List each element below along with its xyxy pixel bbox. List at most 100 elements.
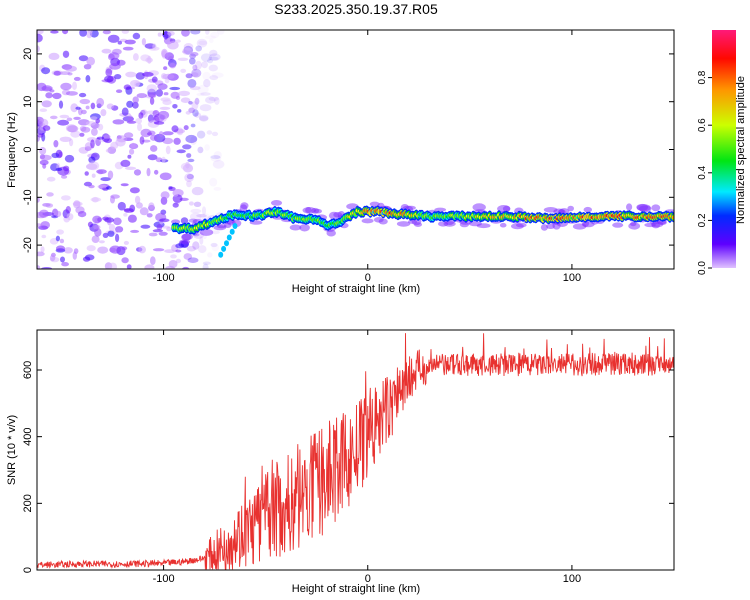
noise-blob	[138, 245, 146, 254]
noise-blob	[165, 145, 171, 155]
noise-blob	[109, 63, 121, 70]
noise-blob	[210, 242, 218, 248]
noise-blob	[190, 136, 198, 145]
noise-blob	[190, 72, 199, 77]
noise-blob	[91, 173, 96, 178]
noise-blob	[56, 229, 64, 235]
noise-blob	[85, 121, 96, 126]
noise-blob	[40, 221, 50, 230]
noise-blob	[80, 126, 91, 133]
noise-blob	[210, 155, 221, 160]
noise-blob	[159, 218, 170, 223]
noise-blob	[181, 30, 190, 37]
y-tick-label: -20	[22, 237, 34, 253]
noise-blob	[191, 186, 204, 196]
noise-blob	[62, 50, 70, 58]
noise-blob	[194, 97, 200, 105]
ridge-halo-blob	[651, 204, 661, 212]
ridge-halo-blob	[239, 204, 248, 212]
noise-blob	[161, 73, 167, 80]
y-tick-label: 0	[22, 567, 34, 573]
noise-blob	[180, 162, 192, 171]
noise-blob	[213, 187, 222, 191]
noise-blob	[152, 110, 160, 117]
noise-blob	[65, 91, 78, 96]
noise-blob	[100, 109, 107, 117]
noise-blob	[92, 215, 102, 224]
noise-blob	[98, 240, 105, 244]
noise-blob	[153, 121, 165, 125]
noise-blob	[190, 86, 201, 91]
noise-blob	[87, 137, 97, 142]
noise-blob	[109, 245, 122, 254]
noise-blob	[157, 32, 162, 37]
noise-blob	[37, 33, 43, 43]
noise-blob	[102, 232, 109, 238]
noise-blob	[73, 76, 81, 81]
noise-blob	[190, 123, 196, 128]
noise-blob	[186, 174, 194, 180]
noise-blob	[187, 257, 199, 264]
noise-blob	[167, 31, 175, 36]
noise-blob	[124, 39, 136, 45]
noise-blob	[210, 31, 220, 39]
noise-blob	[67, 125, 79, 133]
noise-blob	[182, 266, 190, 269]
noise-blob	[75, 106, 81, 110]
noise-blob	[61, 262, 69, 267]
noise-blob	[185, 73, 193, 79]
noise-blob	[79, 92, 87, 98]
noise-blob	[191, 68, 202, 78]
noise-blob	[193, 201, 202, 207]
noise-blob	[102, 216, 109, 221]
noise-blob	[72, 81, 77, 91]
noise-blob	[183, 253, 193, 260]
noise-blob	[175, 249, 182, 253]
noise-blob	[186, 180, 192, 188]
noise-blob	[87, 161, 100, 171]
noise-blob	[73, 248, 79, 255]
noise-blob	[159, 172, 172, 181]
noise-blob	[175, 39, 181, 43]
noise-blob	[41, 100, 52, 108]
ridge-halo-blob	[499, 222, 507, 228]
noise-blob	[191, 101, 199, 110]
noise-blob	[197, 245, 207, 254]
noise-blob	[61, 195, 71, 201]
y-tick-label: 200	[22, 494, 34, 512]
noise-blob	[187, 79, 197, 88]
noise-blob	[85, 75, 91, 83]
noise-blob	[161, 156, 166, 163]
noise-blob	[108, 52, 120, 60]
noise-blob	[205, 30, 210, 35]
noise-blob	[199, 104, 212, 112]
noise-blob	[124, 132, 134, 139]
noise-blob	[37, 30, 44, 35]
noise-blob	[97, 246, 109, 254]
noise-blob	[91, 235, 100, 243]
noise-blob	[212, 159, 225, 169]
noise-blob	[96, 136, 105, 140]
noise-blob	[107, 230, 115, 237]
noise-blob	[37, 251, 45, 257]
noise-blob	[206, 130, 213, 135]
colorbar: 0.0 0.2 0.4 0.6 0.8 Normalized spectral ampl…	[697, 30, 747, 275]
noise-blob	[115, 226, 124, 233]
noise-blob	[208, 56, 219, 61]
noise-blob	[103, 134, 111, 140]
noise-blob	[50, 115, 58, 120]
ridge-halo-blob	[516, 222, 527, 228]
noise-blob	[66, 213, 74, 221]
noise-blob	[84, 254, 95, 261]
y-tick-label: 10	[22, 96, 34, 108]
x-tick-label: -100	[153, 573, 175, 585]
noise-blob	[192, 109, 199, 117]
snr-ylabel: SNR (10 * v/v)	[6, 415, 18, 485]
noise-blob	[133, 169, 142, 176]
noise-blob	[102, 30, 111, 35]
noise-blob	[178, 90, 191, 97]
noise-blob	[139, 207, 149, 216]
noise-blob	[196, 214, 207, 218]
